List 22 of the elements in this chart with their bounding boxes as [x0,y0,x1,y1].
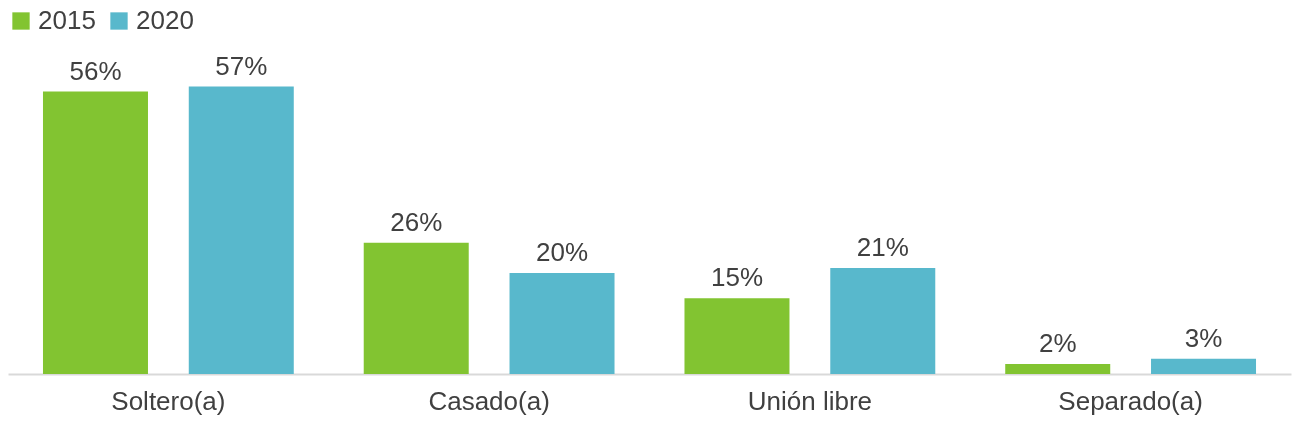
bar [42,91,148,374]
bar [363,242,469,374]
x-tick-label: Soltero(a) [111,385,226,416]
bar [188,86,294,374]
bar [684,298,790,374]
bar [509,273,615,374]
bar [1151,358,1257,374]
bar [1005,363,1111,374]
data-label: 20% [536,237,589,268]
x-tick-label: Separado(a) [1058,385,1203,416]
data-label: 15% [710,262,763,293]
data-label: 3% [1184,322,1223,353]
data-label: 56% [69,55,122,86]
data-label: 21% [856,232,909,263]
data-label: 2% [1038,327,1077,358]
data-label: 57% [215,50,268,81]
data-label: 26% [390,206,443,237]
legend-label: 2015 [38,5,96,35]
legend-label: 2020 [136,5,194,35]
x-tick-label: Unión libre [747,385,873,416]
x-tick-label: Casado(a) [428,385,550,416]
bar [830,268,936,374]
